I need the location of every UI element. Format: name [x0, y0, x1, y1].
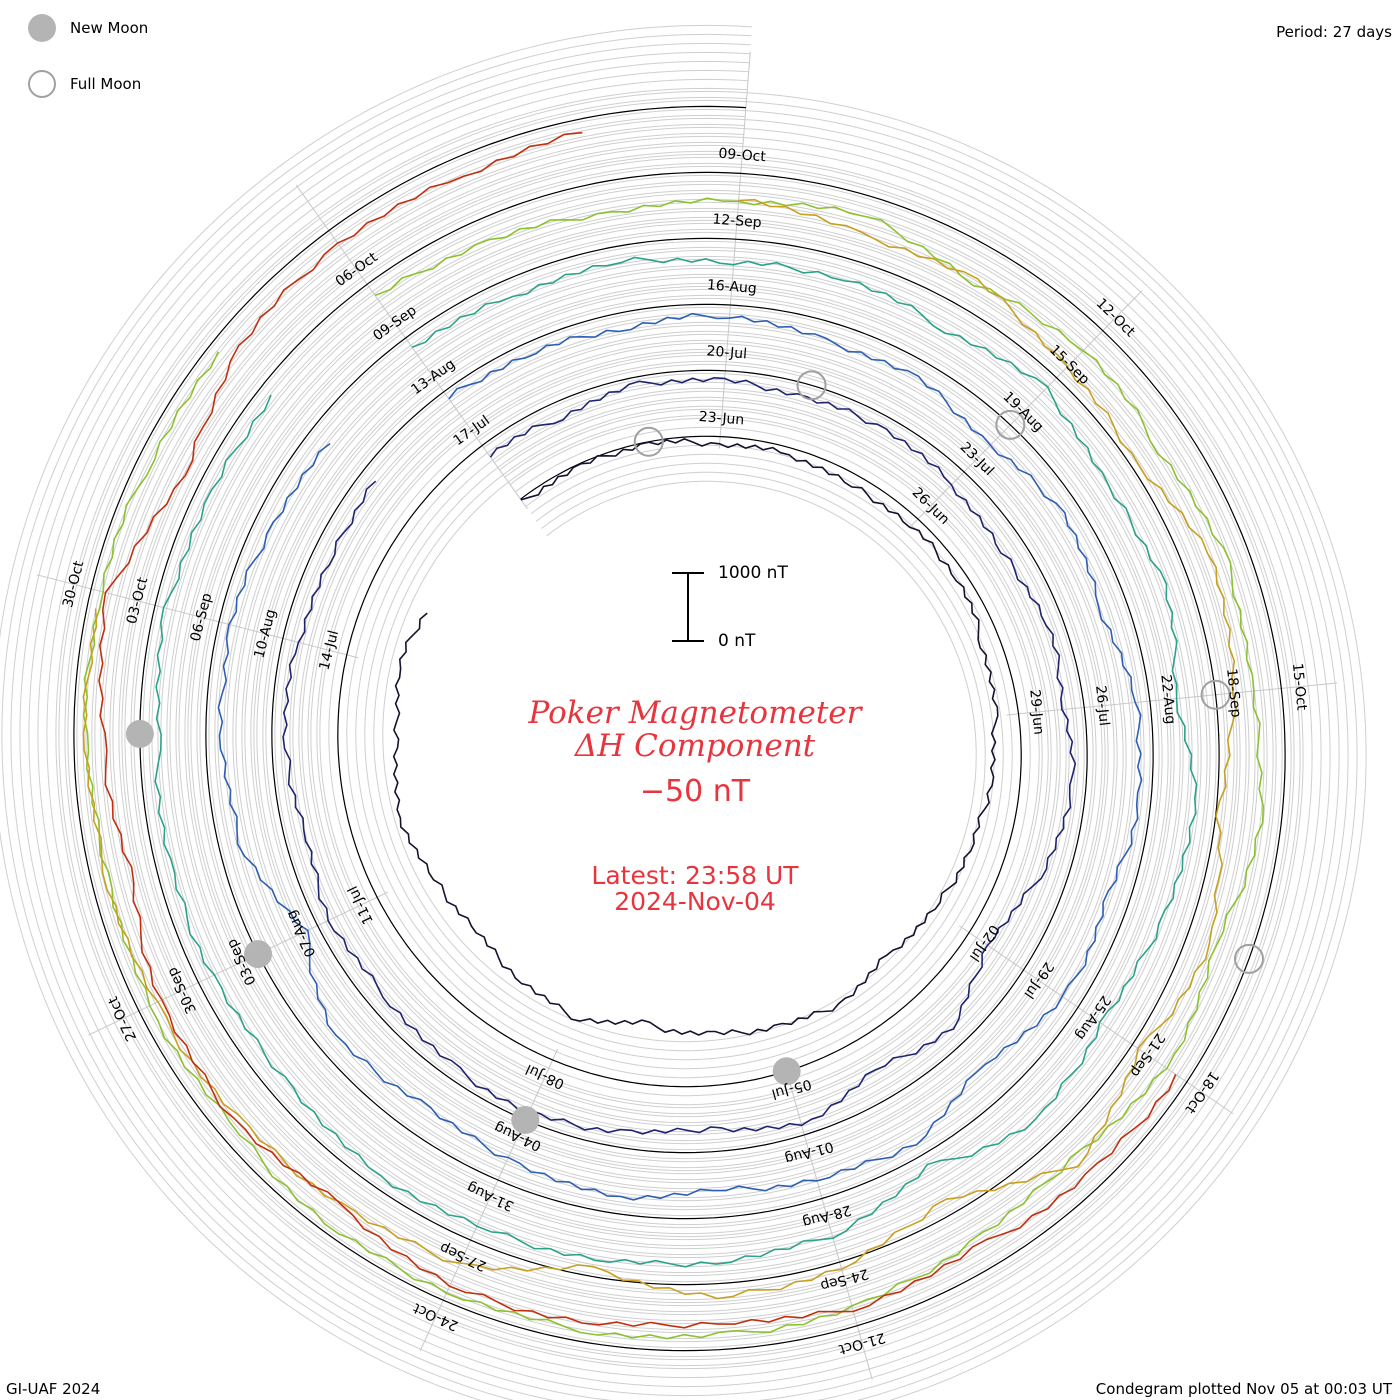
new-moon-label: New Moon — [70, 19, 149, 37]
grid-spoke — [1137, 695, 1206, 703]
series-line — [98, 131, 1177, 1329]
grid-spoke — [718, 380, 726, 449]
grid-spoke — [528, 1048, 559, 1112]
legend-full-moon: Full Moon — [28, 70, 141, 98]
full-moon-label: Full Moon — [70, 75, 142, 93]
date-label: 24-Sep — [818, 1265, 870, 1294]
grid-spoke — [853, 1313, 873, 1380]
grid-spoke — [487, 453, 528, 510]
latest-time: Latest: 23:58 UT — [591, 861, 799, 890]
grid-spoke — [100, 590, 167, 609]
grid-spoke — [800, 1123, 820, 1190]
grid-spoke — [295, 184, 337, 241]
full-moon-marker — [633, 426, 664, 457]
new-moon-marker — [511, 1105, 540, 1134]
series-line — [392, 438, 999, 1036]
date-label: 09-Oct — [718, 146, 767, 166]
grid-spoke — [164, 607, 231, 626]
series-line — [217, 312, 1143, 1201]
grid-spoke — [410, 345, 452, 402]
current-value: −50 nT — [639, 774, 751, 809]
grid-spoke — [292, 640, 359, 659]
date-label: 22-Aug — [1157, 674, 1178, 725]
full-moon-marker — [995, 409, 1026, 440]
full-moon-icon — [28, 70, 56, 98]
scale-bar — [672, 572, 704, 642]
grid-spoke — [1013, 962, 1071, 1003]
grid-spoke — [1047, 337, 1097, 387]
moon-layer — [125, 370, 1264, 1134]
footer-credit: GI-UAF 2024 — [6, 1380, 101, 1398]
footer-plotted: Condegram plotted Nov 05 at 00:03 UT — [1095, 1380, 1392, 1398]
series-line — [282, 376, 1077, 1135]
scale-bottom-label: 0 nT — [718, 631, 756, 651]
grid-spoke — [1269, 682, 1338, 691]
grid-spoke — [449, 399, 490, 456]
grid-spoke — [1176, 1074, 1234, 1115]
baseline-spiral — [73, 105, 1286, 1352]
grid-spoke — [334, 238, 375, 295]
grid-spoke — [372, 292, 413, 349]
chart-title: Poker Magnetometer — [528, 695, 862, 731]
date-label: 07-Aug — [283, 907, 319, 959]
series-layer — [82, 131, 1265, 1340]
new-moon-marker — [125, 719, 154, 748]
series-line — [82, 198, 1238, 1300]
full-moon-marker — [1233, 943, 1264, 974]
grid-spoke — [734, 183, 741, 252]
grid-spoke — [909, 478, 958, 528]
grid-spoke — [1203, 688, 1272, 697]
grid-spoke — [955, 431, 1004, 481]
new-moon-icon — [28, 14, 56, 42]
date-label: 28-Aug — [801, 1201, 853, 1230]
date-label: 26-Jul — [1092, 685, 1112, 727]
date-label: 29-Jul — [1020, 959, 1056, 1001]
date-label: 23-Jun — [698, 409, 745, 429]
date-label: 02-Jul — [966, 922, 1002, 964]
latest-date: 2024-Nov-04 — [614, 887, 776, 916]
grid-spoke — [326, 891, 389, 922]
date-label: 30-Sep — [164, 965, 200, 1016]
date-label: 12-Sep — [712, 211, 762, 231]
grid-spoke — [1122, 1037, 1179, 1077]
period-label: Period: 27 days — [1276, 23, 1392, 41]
grid-spoke — [228, 623, 295, 642]
date-label: 01-Aug — [783, 1138, 835, 1167]
grid-spoke — [729, 249, 736, 318]
date-label: 08-Jul — [523, 1061, 567, 1092]
series-line — [82, 197, 1265, 1340]
new-moon-marker — [772, 1057, 801, 1086]
grid-spoke — [723, 314, 731, 383]
full-moon-marker — [796, 370, 827, 401]
grid-spoke — [1072, 701, 1141, 710]
grid-spoke — [739, 117, 746, 186]
date-label: 29-Jun — [1026, 689, 1046, 736]
full-moon-marker — [1200, 679, 1231, 710]
date-label: 18-Sep — [1223, 668, 1244, 719]
grid-spoke — [1067, 1000, 1125, 1040]
grid-spoke — [446, 1228, 477, 1292]
grid-spoke — [818, 1186, 838, 1253]
new-moon-marker — [244, 940, 273, 969]
grid-spoke — [88, 1005, 150, 1036]
legend-new-moon: New Moon — [28, 14, 148, 42]
series-line — [154, 256, 1198, 1268]
grid-spoke — [266, 920, 329, 951]
grid-spoke — [419, 1289, 449, 1352]
scale-top-label: 1000 nT — [718, 563, 788, 583]
grid-spoke — [1094, 290, 1143, 340]
date-label: 16-Aug — [706, 277, 757, 297]
grid-spoke — [744, 51, 751, 120]
date-label: 15-Oct — [1289, 662, 1310, 711]
grid-spoke — [835, 1250, 856, 1317]
grid-spoke — [1006, 707, 1075, 716]
grid-spoke — [36, 574, 103, 593]
date-label: 20-Jul — [706, 343, 748, 362]
chart-subtitle: ΔH Component — [574, 728, 816, 764]
date-label: 27-Oct — [105, 993, 140, 1043]
date-label: 11-Jul — [345, 883, 377, 926]
